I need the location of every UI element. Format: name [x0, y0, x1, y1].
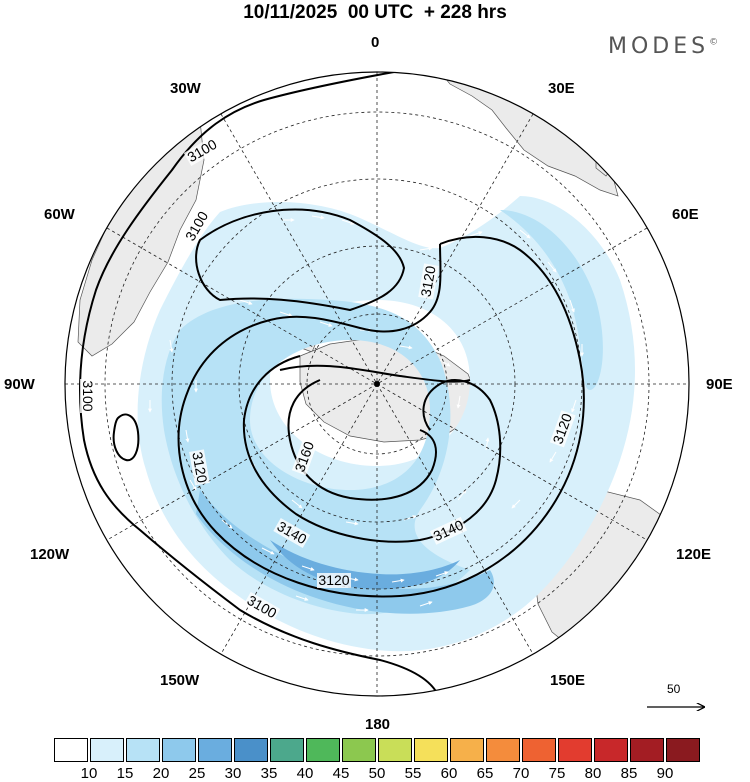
contour-3100-inner [195, 208, 406, 312]
colorbar-tick-label: 45 [332, 765, 350, 782]
colorbar-tick-label: 30 [224, 765, 242, 782]
colorbar-tick-label: 65 [476, 765, 494, 782]
shade-ne [500, 210, 603, 390]
lon-label-30w: 30W [170, 80, 201, 97]
madagascar-land [595, 139, 619, 177]
contour-label-northeast-3120: 3120 [417, 264, 438, 298]
colorbar-tick-label: 55 [404, 765, 422, 782]
colorbar-box [594, 738, 628, 762]
lon-label-60w: 60W [44, 206, 75, 223]
africa-land [429, 72, 619, 197]
lon-label-150e: 150E [550, 672, 586, 689]
wind-vectors [148, 215, 584, 612]
colorbar-box [378, 738, 412, 762]
map-title: 10/11/2025 00 UTC + 228 hrs [243, 2, 507, 23]
contour-3120-ring [177, 235, 585, 598]
wind-reference-value: 50 [667, 682, 681, 696]
contour-3100-blob [112, 413, 140, 462]
colorbar-box [630, 738, 664, 762]
lon-label-180: 180 [365, 716, 391, 733]
colorbar-box [414, 738, 448, 762]
contour-3100-outer [79, 72, 441, 696]
shade-strong [196, 490, 494, 614]
colorbar-box [90, 738, 124, 762]
colorbar-tick-label: 40 [296, 765, 314, 782]
colorbar-tick-label: 15 [116, 765, 134, 782]
brand-logo: MODES© [608, 34, 719, 59]
pole-marker [374, 381, 380, 387]
lon-label-90w: 90W [4, 376, 35, 393]
colorbar-tick-label: 10 [80, 765, 98, 782]
lon-label-120w: 120W [30, 546, 70, 563]
colorbar-box [666, 738, 700, 762]
colorbar-tick-label: 70 [512, 765, 530, 782]
lon-label-120e: 120E [676, 546, 712, 563]
colorbar-box [450, 738, 484, 762]
graticule [65, 72, 689, 696]
contour-3140-north [279, 364, 471, 383]
colorbar-tick-label: 75 [548, 765, 566, 782]
colorbar-tick-label: 20 [152, 765, 170, 782]
colorbar [54, 738, 702, 762]
lon-label-30e: 30E [548, 80, 575, 97]
colorbar-box [558, 738, 592, 762]
colorbar-box [198, 738, 232, 762]
colorbar-box [54, 738, 88, 762]
antarctica-land [299, 337, 479, 443]
lon-label-90e: 90E [706, 376, 733, 393]
colorbar-box [270, 738, 304, 762]
contour-label-west-3100: 3100 [80, 380, 96, 411]
colorbar-box [234, 738, 268, 762]
contour-label-west-3120: 3120 [189, 451, 210, 485]
lon-label-0: 0 [371, 34, 380, 51]
height-contours [79, 72, 585, 696]
colorbar-box [342, 738, 376, 762]
colorbar-box [486, 738, 520, 762]
contour-label-south-3120: 3120 [318, 572, 349, 588]
colorbar-box [522, 738, 556, 762]
colorbar-tick-label: 80 [584, 765, 602, 782]
colorbar-box [162, 738, 196, 762]
contour-3160 [287, 379, 437, 501]
lon-label-60e: 60E [672, 206, 699, 223]
colorbar-tick-label: 35 [260, 765, 278, 782]
colorbar-tick-label: 25 [188, 765, 206, 782]
map-body [65, 72, 689, 696]
colorbar-tick-label: 60 [440, 765, 458, 782]
colorbar-box [126, 738, 160, 762]
wind-reference-arrow [647, 700, 708, 714]
lon-label-150w: 150W [160, 672, 200, 689]
colorbar-tick-label: 50 [368, 765, 386, 782]
colorbar-tick-label: 90 [656, 765, 674, 782]
colorbar-box [306, 738, 340, 762]
colorbar-tick-label: 85 [620, 765, 638, 782]
map-border [64, 71, 690, 697]
